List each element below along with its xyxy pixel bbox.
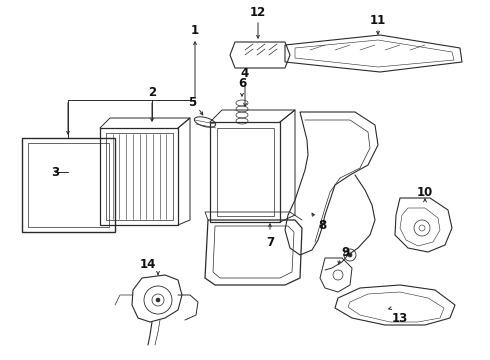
Circle shape bbox=[156, 298, 160, 302]
Text: 13: 13 bbox=[392, 311, 408, 324]
Text: 14: 14 bbox=[140, 258, 156, 271]
Text: 11: 11 bbox=[370, 14, 386, 27]
Circle shape bbox=[348, 253, 352, 257]
Text: 12: 12 bbox=[250, 5, 266, 18]
Text: 3: 3 bbox=[51, 166, 59, 179]
Text: 1: 1 bbox=[191, 23, 199, 36]
Text: 10: 10 bbox=[417, 185, 433, 198]
Text: 5: 5 bbox=[188, 95, 196, 108]
Text: 6: 6 bbox=[238, 77, 246, 90]
Text: 7: 7 bbox=[266, 235, 274, 248]
Text: 4: 4 bbox=[241, 67, 249, 80]
Text: 8: 8 bbox=[318, 219, 326, 231]
Text: 9: 9 bbox=[341, 246, 349, 258]
Text: 2: 2 bbox=[148, 86, 156, 99]
